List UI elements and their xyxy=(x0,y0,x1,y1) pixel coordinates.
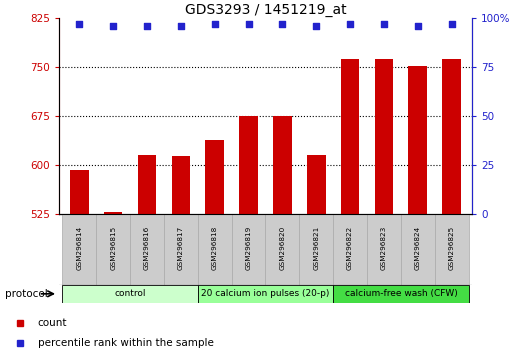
Point xyxy=(143,23,151,28)
Point xyxy=(413,23,422,28)
Bar xyxy=(164,214,198,285)
Bar xyxy=(130,214,164,285)
Text: GSM296824: GSM296824 xyxy=(415,226,421,270)
Point xyxy=(447,21,456,27)
Text: GSM296823: GSM296823 xyxy=(381,226,387,270)
Text: count: count xyxy=(38,318,67,328)
Bar xyxy=(273,116,292,214)
Bar xyxy=(299,214,333,285)
Point xyxy=(177,23,185,28)
Bar xyxy=(63,285,198,303)
Text: percentile rank within the sample: percentile rank within the sample xyxy=(38,338,214,348)
Bar xyxy=(239,116,258,214)
Text: GSM296814: GSM296814 xyxy=(76,226,82,270)
Text: calcium-free wash (CFW): calcium-free wash (CFW) xyxy=(345,289,457,298)
Point xyxy=(211,21,219,27)
Text: GSM296816: GSM296816 xyxy=(144,226,150,270)
Bar xyxy=(137,155,156,214)
Text: GSM296817: GSM296817 xyxy=(178,226,184,270)
Text: protocol: protocol xyxy=(5,289,48,299)
Text: GSM296825: GSM296825 xyxy=(449,226,455,270)
Text: GSM296821: GSM296821 xyxy=(313,226,319,270)
Bar xyxy=(333,214,367,285)
Text: GSM296815: GSM296815 xyxy=(110,226,116,270)
Point xyxy=(75,21,84,27)
Bar xyxy=(374,59,393,214)
Bar xyxy=(442,59,461,214)
Bar xyxy=(341,59,360,214)
Text: GSM296819: GSM296819 xyxy=(246,226,251,270)
Bar xyxy=(435,214,468,285)
Title: GDS3293 / 1451219_at: GDS3293 / 1451219_at xyxy=(185,3,346,17)
Text: GSM296818: GSM296818 xyxy=(212,226,218,270)
Bar xyxy=(198,214,232,285)
Bar xyxy=(198,285,333,303)
Bar xyxy=(232,214,266,285)
Bar xyxy=(307,155,326,214)
Bar xyxy=(104,212,123,214)
Bar xyxy=(333,285,468,303)
Bar xyxy=(63,214,96,285)
Bar xyxy=(70,170,89,214)
Bar xyxy=(205,140,224,214)
Point xyxy=(380,21,388,27)
Point xyxy=(346,21,354,27)
Text: 20 calcium ion pulses (20-p): 20 calcium ion pulses (20-p) xyxy=(201,289,330,298)
Bar xyxy=(367,214,401,285)
Text: GSM296820: GSM296820 xyxy=(280,226,285,270)
Point xyxy=(312,23,320,28)
Text: GSM296822: GSM296822 xyxy=(347,226,353,270)
Bar xyxy=(408,65,427,214)
Bar xyxy=(96,214,130,285)
Bar xyxy=(171,156,190,214)
Point xyxy=(245,21,253,27)
Bar xyxy=(266,214,299,285)
Point xyxy=(109,23,117,28)
Text: control: control xyxy=(114,289,146,298)
Point xyxy=(278,21,286,27)
Bar xyxy=(401,214,435,285)
